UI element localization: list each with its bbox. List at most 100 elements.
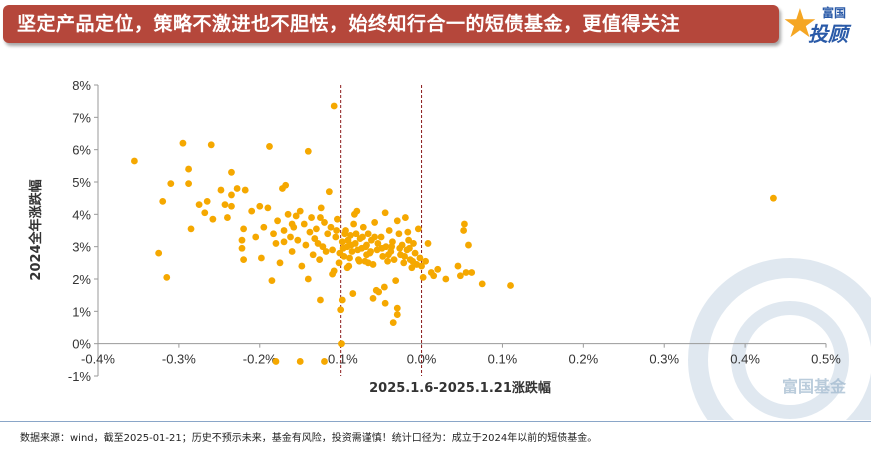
y-tick-label: 6%: [72, 143, 91, 158]
watermark-logo-icon: [688, 258, 871, 420]
scatter-point: [335, 259, 343, 267]
scatter-point: [346, 254, 353, 262]
scatter-point: [393, 311, 401, 318]
scatter-point: [371, 219, 379, 226]
scatter-point: [300, 220, 308, 228]
scatter-point: [187, 225, 195, 233]
scatter-point: [371, 233, 379, 241]
scatter-point: [241, 186, 249, 194]
scatter-point: [325, 188, 333, 196]
scatter-point: [339, 244, 347, 252]
scatter-point: [321, 219, 328, 226]
scatter-point: [329, 270, 336, 278]
scatter-point: [270, 230, 277, 238]
scatter-point: [350, 220, 358, 228]
scatter-point: [256, 202, 264, 210]
scatter-point: [304, 147, 312, 155]
scatter-point: [465, 241, 472, 249]
footer-note: 数据来源：wind，截至2025-01-21；历史不预示未来，基金有风险，投资需…: [20, 433, 598, 444]
logo-top-text: 富国: [822, 6, 847, 20]
scatter-point: [240, 225, 248, 233]
scatter-point: [280, 227, 288, 234]
scatter-point: [321, 358, 328, 365]
scatter-point: [266, 143, 273, 150]
scatter-point: [367, 248, 374, 255]
x-tick-label: 0.3%: [649, 352, 679, 367]
scatter-point: [460, 227, 468, 234]
scatter-point: [322, 248, 330, 255]
scatter-point: [313, 225, 320, 233]
scatter-point: [416, 254, 424, 262]
x-tick-label: 0.1%: [488, 352, 518, 367]
scatter-point: [248, 207, 256, 215]
scatter-point: [336, 249, 344, 257]
y-tick-label: -1%: [68, 369, 92, 384]
x-tick-label: 0.2%: [569, 352, 599, 367]
x-tick-label: 0.4%: [730, 352, 760, 367]
scatter-point: [272, 358, 280, 365]
scatter-point: [377, 233, 385, 241]
scatter-point: [400, 259, 408, 267]
scatter-point: [343, 264, 351, 272]
x-axis-label: 2025.1.6-2025.1.21涨跌幅: [369, 380, 551, 396]
scatter-point: [396, 244, 404, 252]
scatter-point: [384, 257, 391, 265]
scatter-point: [770, 194, 777, 202]
scatter-point: [203, 198, 211, 205]
scatter-point: [306, 228, 314, 236]
scatter-point: [404, 228, 412, 236]
scatter-point: [424, 240, 432, 247]
scatter-point: [422, 257, 429, 265]
scatter-point: [319, 243, 327, 251]
scatter-point: [418, 262, 425, 270]
scatter-point: [185, 180, 192, 188]
x-tick-label: -0.3%: [162, 352, 196, 367]
scatter-point: [332, 233, 340, 241]
scatter-point: [352, 230, 360, 238]
scatter-point: [288, 220, 296, 228]
scatter-point: [354, 246, 362, 254]
scatter-point: [375, 288, 383, 296]
scatter-point: [317, 214, 324, 221]
page-title: 坚定产品定位，策略不激进也不胆怯，始终知行合一的短债基金，更值得关注: [17, 13, 681, 35]
scatter-point: [296, 358, 304, 365]
scatter-point: [155, 249, 163, 257]
scatter-point: [359, 233, 366, 241]
scatter-point: [419, 273, 427, 281]
scatter-point: [252, 233, 260, 241]
scatter-point: [201, 209, 209, 217]
scatter-point: [304, 275, 312, 283]
scatter-point: [344, 236, 352, 244]
footer-divider: [0, 421, 871, 422]
scatter-point: [369, 295, 377, 302]
scatter-point: [401, 214, 409, 221]
scatter-point: [392, 277, 400, 285]
y-tick-label: 7%: [72, 110, 91, 125]
scatter-point: [274, 217, 281, 225]
y-tick-label: 8%: [72, 78, 91, 93]
scatter-point: [348, 248, 356, 255]
scatter-point: [355, 257, 363, 265]
header-banner: 坚定产品定位，策略不激进也不胆怯，始终知行合一的短债基金，更值得关注: [3, 5, 779, 43]
scatter-point: [272, 240, 280, 247]
y-tick-label: 1%: [72, 304, 91, 319]
y-tick-label: 2%: [72, 272, 91, 287]
y-tick-label: 0%: [72, 337, 91, 352]
watermark-text: 富国基金: [782, 377, 847, 396]
scatter-point: [478, 280, 486, 288]
scatter-point: [195, 201, 203, 209]
scatter-point: [347, 241, 355, 249]
scatter-point: [179, 139, 187, 147]
scatter-point: [381, 209, 389, 217]
scatter-point: [364, 230, 372, 238]
scatter-point: [284, 210, 292, 218]
y-tick-label: 5%: [72, 175, 91, 190]
scatter-point: [393, 304, 401, 312]
scatter-point: [280, 238, 288, 246]
x-tick-label: -0.4%: [81, 352, 115, 367]
scatter-point: [238, 244, 246, 252]
scatter-point: [351, 210, 358, 218]
scatter-point: [393, 217, 401, 225]
scatter-point: [316, 256, 324, 263]
scatter-point: [317, 296, 324, 304]
